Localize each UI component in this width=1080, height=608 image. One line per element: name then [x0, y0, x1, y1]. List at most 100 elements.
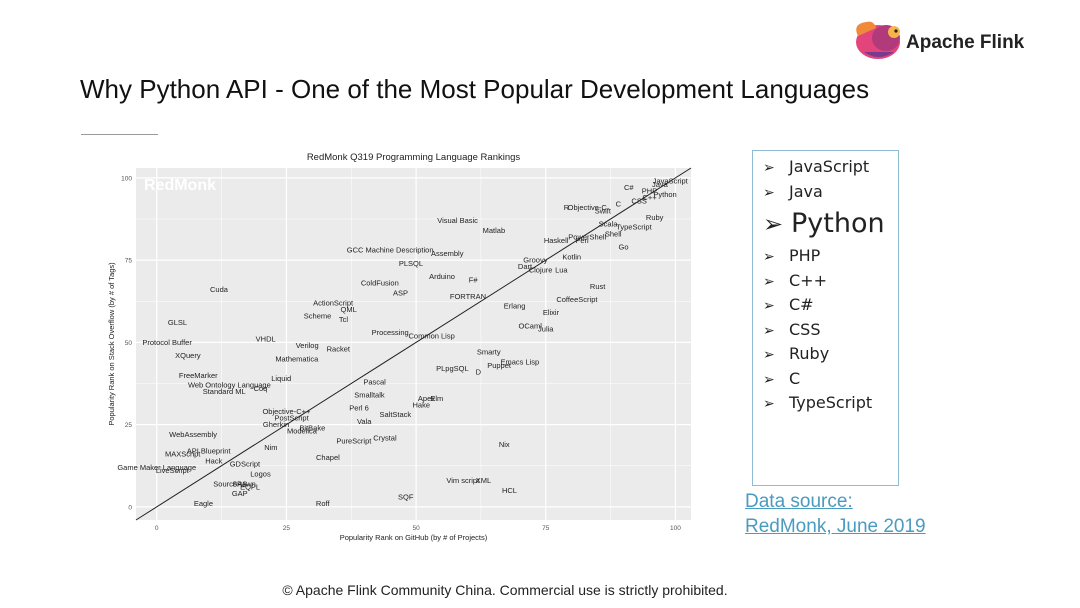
point-label: JavaScript [653, 177, 689, 186]
point-label: Pascal [363, 377, 386, 386]
point-label: FORTRAN [450, 292, 486, 301]
point-label: Racket [327, 344, 351, 353]
point-label: SourcePawn [213, 479, 256, 488]
point-label: Logos [250, 469, 271, 478]
point-label: Elixir [543, 308, 560, 317]
point-label: GCC Machine Description [347, 246, 434, 255]
point-label: Go [619, 242, 629, 251]
language-label: JavaScript [789, 157, 870, 176]
source-line-2[interactable]: RedMonk, June 2019 [745, 516, 926, 537]
point-label: Smarty [477, 348, 501, 357]
y-tick-label: 0 [128, 504, 132, 511]
language-item: ➢ C++ [763, 269, 898, 294]
source-line-1[interactable]: Data source: [745, 491, 853, 512]
point-label: HCL [502, 486, 517, 495]
point-label: ColdFusion [361, 279, 399, 288]
point-label: Vim script [446, 476, 480, 485]
language-item: ➢ PHP [763, 244, 898, 269]
point-label: Standard ML [203, 387, 246, 396]
point-label: SQF [398, 492, 414, 501]
x-tick-label: 0 [155, 525, 159, 532]
x-axis-label: Popularity Rank on GitHub (by # of Proje… [340, 533, 488, 542]
point-label: PureScript [336, 437, 372, 446]
point-label: WebAssembly [169, 430, 217, 439]
point-label: Ruby [646, 213, 664, 222]
language-label: CSS [789, 319, 821, 339]
point-label: Assembly [431, 249, 464, 258]
point-label: Nim [264, 443, 277, 452]
arrow-bullet-icon: ➢ [763, 160, 775, 176]
arrow-bullet-icon: ➢ [763, 371, 775, 388]
point-label: CoffeeScript [556, 295, 598, 304]
point-label: Matlab [483, 226, 506, 235]
point-label: PowerShell [568, 233, 606, 242]
language-label: TypeScript [789, 393, 873, 412]
logo-text: Apache Flink [906, 32, 1025, 53]
language-label: Python [791, 208, 885, 239]
point-label: Game Maker Language [117, 463, 196, 472]
point-label: Julia [538, 325, 554, 334]
point-label: Swift [595, 206, 612, 215]
point-label: Apex [418, 394, 435, 403]
point-label: Vala [357, 417, 372, 426]
point-label: Python [653, 190, 676, 199]
point-label: Visual Basic [437, 216, 478, 225]
point-label: OCaml [519, 321, 543, 330]
arrow-bullet-icon: ➢ [763, 249, 775, 265]
point-label: Hake [413, 400, 431, 409]
point-label: Arduino [429, 272, 455, 281]
language-item: ➢ TypeScript [763, 391, 898, 416]
language-label: C# [789, 295, 814, 314]
language-item: ➢ JavaScript [763, 155, 898, 180]
point-label: Roff [316, 499, 331, 508]
y-axis-label: Popularity Rank on Stack Overflow (by # … [107, 262, 116, 426]
language-label: C [789, 368, 801, 388]
language-item: ➢ Java [763, 180, 898, 205]
point-label: MAXScript [165, 450, 201, 459]
point-label: Emacs Lisp [500, 358, 539, 367]
arrow-bullet-icon: ➢ [763, 273, 775, 290]
point-label: GLSL [168, 318, 187, 327]
point-label: SaltStack [380, 410, 412, 419]
point-label: Scala [599, 219, 619, 228]
point-label: Common Lisp [409, 331, 455, 340]
point-label: PostScript [275, 414, 310, 423]
slide-title: Why Python API - One of the Most Popular… [80, 74, 870, 104]
y-tick-label: 75 [125, 258, 133, 265]
point-label: CSS [631, 196, 646, 205]
point-label: Java [652, 180, 669, 189]
title-divider [81, 134, 158, 135]
point-label: Dart [518, 262, 533, 271]
point-label: C++ [642, 193, 657, 202]
ranking-scatter-chart: RedMonk 0 25 50 75 100 0 25 50 75 100 JavaScriptJav… [107, 152, 692, 542]
data-source-link[interactable]: Data source: RedMonk, June 2019 [745, 489, 926, 539]
point-label: Hack [205, 456, 222, 465]
arrow-bullet-icon: ➢ [763, 184, 775, 201]
language-label: Java [789, 181, 823, 201]
language-label: PHP [789, 246, 821, 265]
point-label: XQuery [175, 351, 201, 360]
point-label: C [616, 200, 622, 209]
chart-title: RedMonk Q319 Programming Language Rankin… [307, 152, 521, 163]
point-label: Web Ontology Language [188, 381, 271, 390]
point-label: Objective-C [568, 203, 608, 212]
point-label: Verilog [296, 341, 319, 350]
language-label: Ruby [789, 344, 830, 363]
trend-line [135, 167, 692, 521]
point-label: C# [624, 183, 634, 192]
point-label: Objective-C++ [262, 407, 311, 416]
point-label: R [564, 203, 570, 212]
point-label: Nix [499, 440, 510, 449]
point-label: Chapel [316, 453, 340, 462]
x-tick-label: 75 [542, 525, 550, 532]
point-label: XML [476, 476, 491, 485]
point-label: FreeMarker [179, 371, 218, 380]
point-label: PHP [642, 187, 657, 196]
point-label: Eagle [194, 499, 213, 508]
y-tick-label: 25 [125, 422, 133, 429]
point-label: PLpgSQL [436, 364, 469, 373]
point-label: TypeScript [616, 223, 652, 232]
point-label: Smalltalk [354, 390, 385, 399]
language-item: ➢ Python [763, 204, 898, 244]
arrow-bullet-icon: ➢ [763, 396, 775, 412]
